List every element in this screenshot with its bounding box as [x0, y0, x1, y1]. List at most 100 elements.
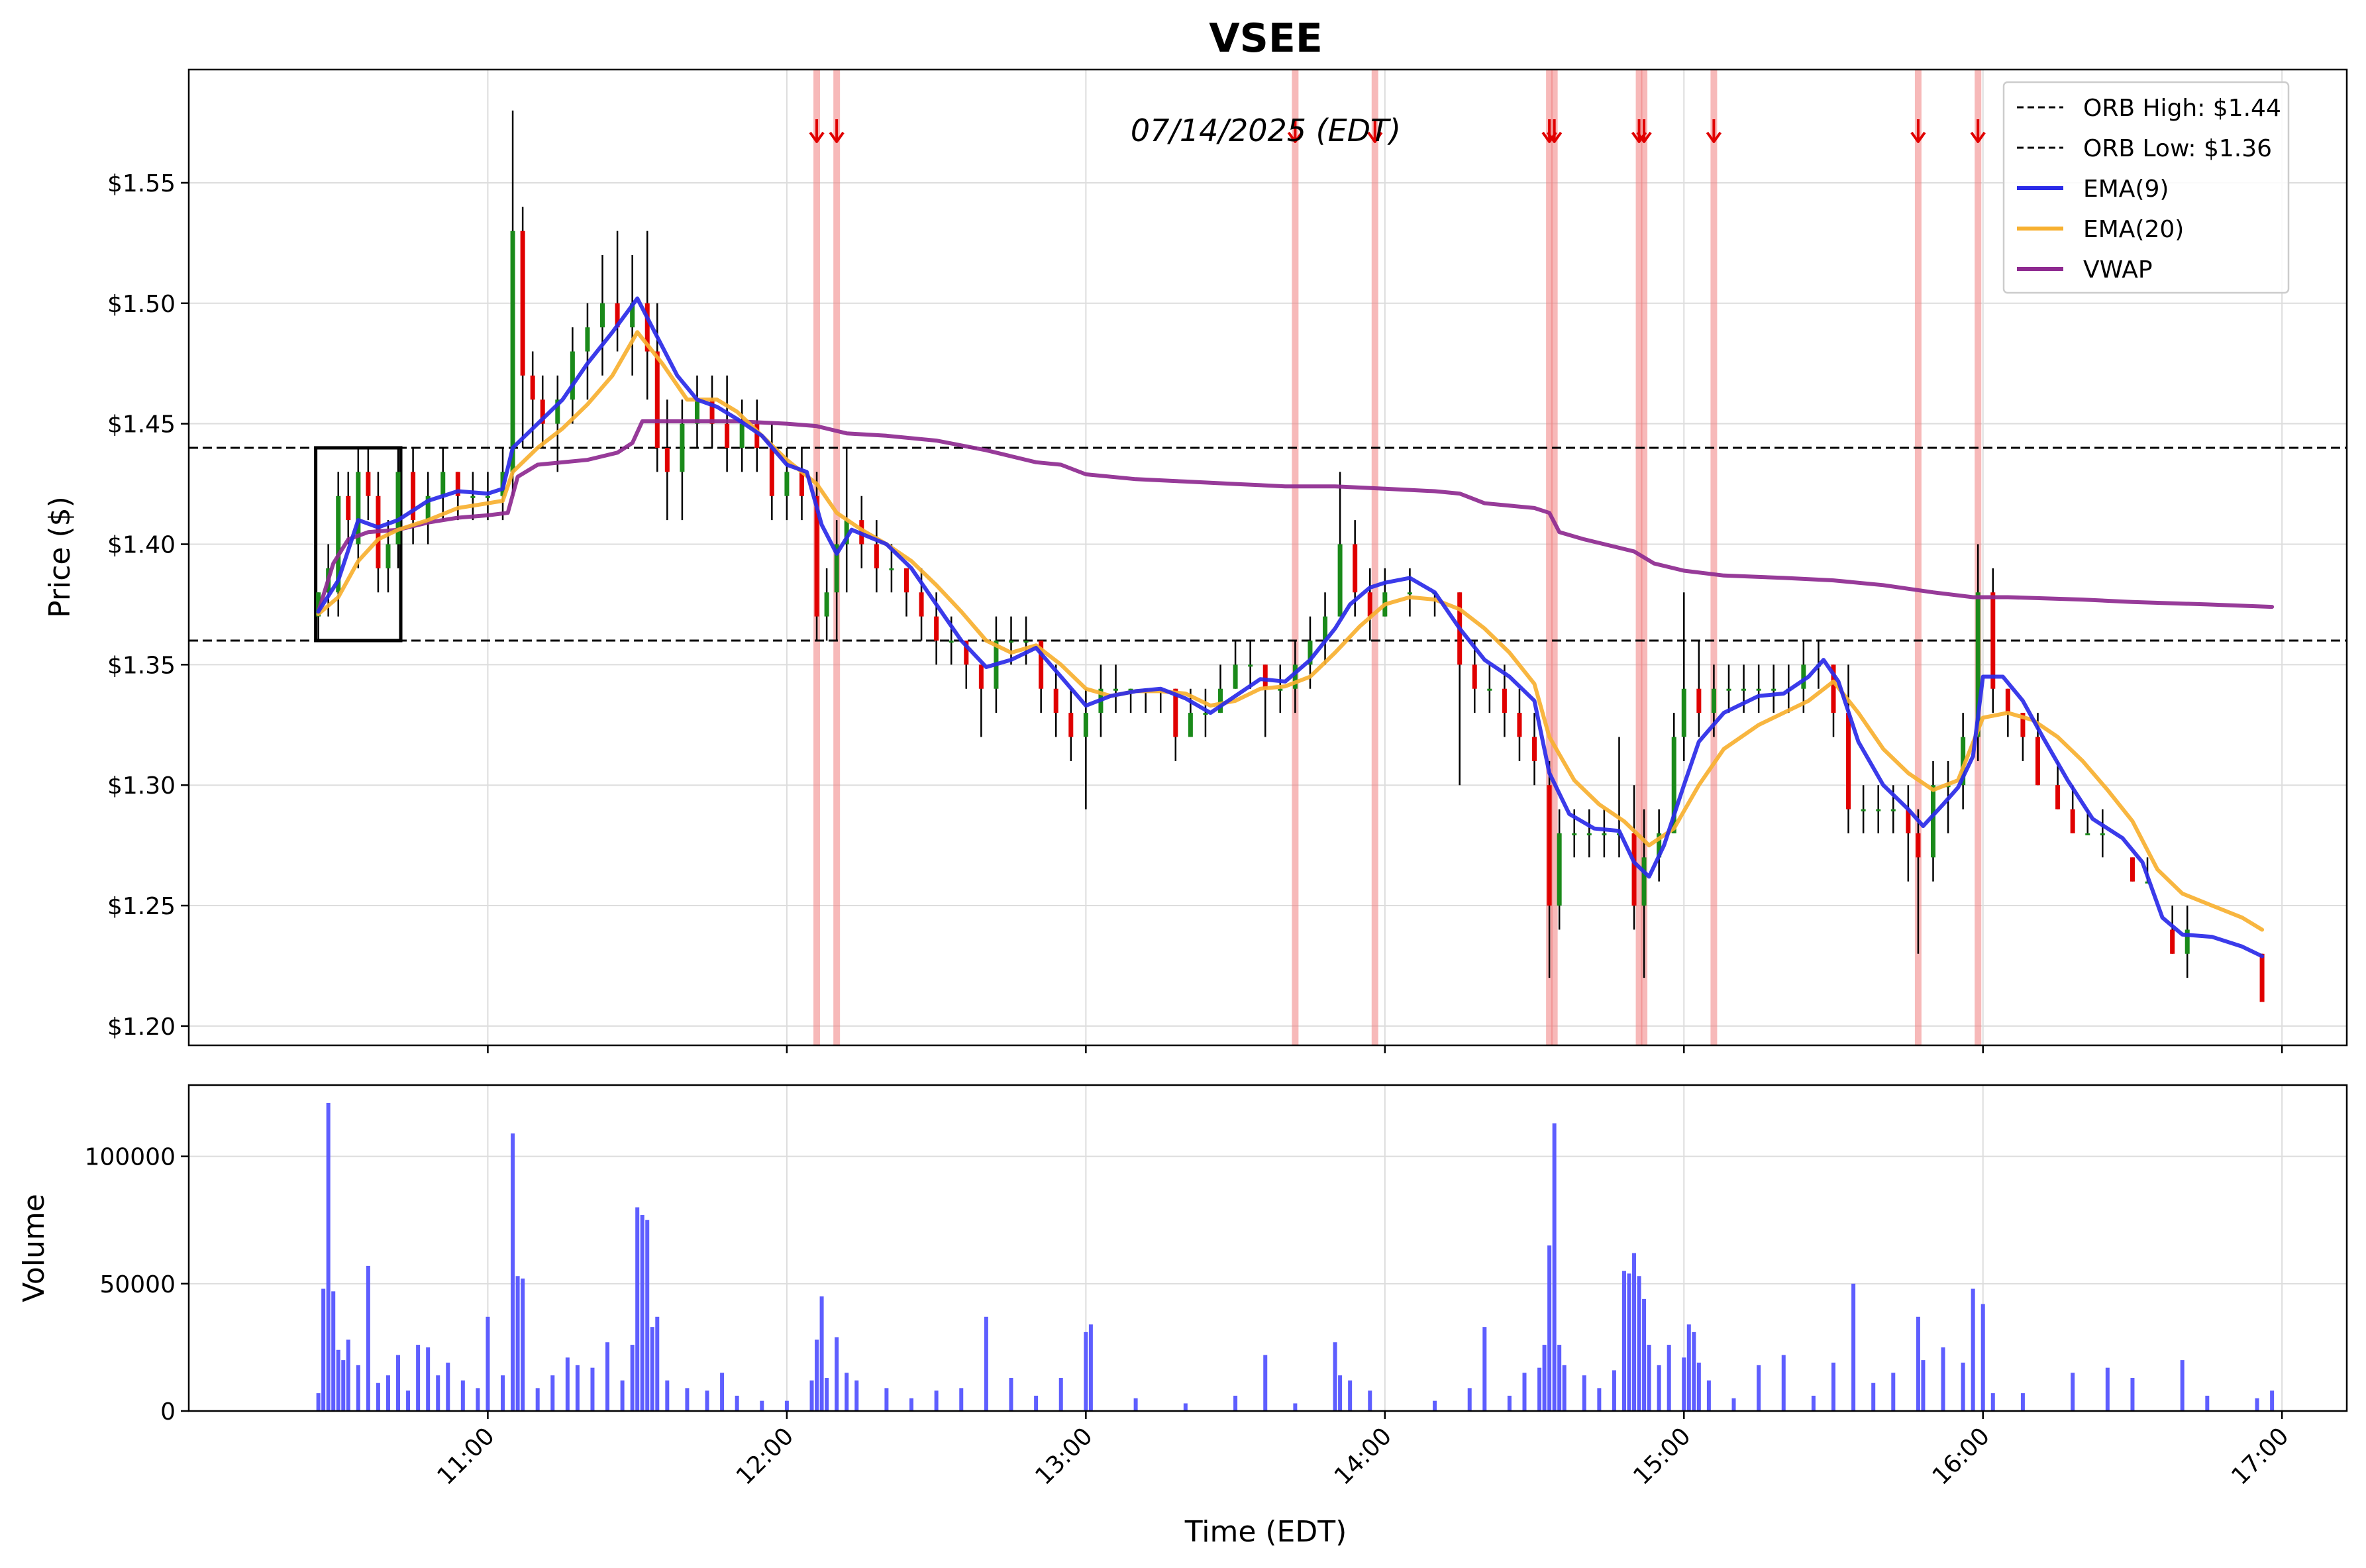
volume-bar	[819, 1296, 824, 1411]
signal-band	[1635, 70, 1643, 1045]
candle	[1547, 760, 1552, 978]
chart-title: VSEE	[1209, 15, 1323, 62]
volume-bar	[1921, 1360, 1926, 1411]
candle-body	[386, 544, 391, 568]
volume-ytick-label: 50000	[99, 1271, 176, 1298]
candle	[540, 375, 545, 448]
volume-bar	[1547, 1245, 1552, 1411]
volume-bar	[1941, 1347, 1945, 1411]
volume-bar	[515, 1276, 520, 1411]
volume-bar	[650, 1327, 654, 1411]
signal-arrow	[829, 119, 845, 143]
volume-bar	[1542, 1345, 1547, 1411]
candle	[346, 472, 351, 545]
volume-bar	[2130, 1378, 2135, 1411]
volume-bar	[854, 1380, 859, 1411]
legend-box	[2002, 81, 2290, 294]
candle-body	[455, 472, 460, 496]
volume-bar	[1263, 1355, 1268, 1411]
candle	[874, 520, 879, 593]
ema9-line	[316, 296, 2265, 959]
candle-body	[1726, 688, 1731, 691]
volume-bar	[1009, 1378, 1013, 1411]
candle	[1009, 616, 1014, 665]
candle	[1990, 568, 1996, 713]
volume-bar	[1627, 1273, 1631, 1411]
volume-bar	[1696, 1362, 1701, 1411]
candle-body	[1771, 688, 1776, 691]
candle-body	[2259, 953, 2265, 1002]
candle	[903, 568, 909, 617]
volume-bar	[1088, 1324, 1093, 1411]
volume-bar	[959, 1388, 964, 1411]
volume-bar	[1667, 1345, 1671, 1411]
candle-body	[630, 303, 635, 328]
candle	[455, 472, 460, 521]
candle	[395, 448, 401, 568]
candle-body	[1353, 544, 1358, 593]
volume-bar	[1811, 1395, 1816, 1411]
volume-bar	[760, 1400, 764, 1411]
signal-band	[1371, 70, 1378, 1045]
candle-body	[440, 472, 446, 496]
candle	[1861, 785, 1866, 833]
candle-body	[739, 423, 745, 448]
legend-label: EMA(20)	[2083, 216, 2184, 243]
volume-bar	[1831, 1362, 1836, 1411]
candle-body	[680, 423, 685, 472]
candle-body	[1203, 713, 1208, 715]
candle	[2259, 953, 2265, 1002]
volume-bar	[984, 1316, 988, 1411]
volume-bar	[460, 1380, 465, 1411]
candle	[2100, 809, 2105, 858]
volume-bar	[645, 1220, 650, 1411]
candle-body	[1741, 688, 1747, 691]
volume-bar	[1706, 1380, 1711, 1411]
candle-body	[949, 640, 954, 643]
volume-bar	[550, 1375, 555, 1411]
candle-body	[2130, 857, 2135, 882]
volume-bar	[1084, 1332, 1088, 1411]
candle	[600, 255, 605, 376]
candle-body	[1756, 688, 1761, 691]
volume-bars	[316, 1102, 2275, 1411]
candle-body	[2055, 785, 2061, 810]
volume-ytick-label: 100000	[85, 1144, 176, 1171]
candle-body	[654, 351, 660, 448]
candle-body	[1009, 640, 1014, 643]
signal-arrow	[1547, 119, 1563, 143]
candle	[1916, 809, 1921, 954]
candle	[356, 448, 361, 568]
volume-bar	[590, 1367, 595, 1411]
candle	[1876, 785, 1881, 833]
legend-label: EMA(9)	[2083, 176, 2169, 203]
signal-arrow-head	[1287, 131, 1304, 143]
signal-arrow-head	[1547, 131, 1563, 143]
candle-body	[834, 544, 839, 593]
price-y-axis-label: Price ($)	[43, 496, 77, 618]
volume-bar	[396, 1355, 401, 1411]
legend: ORB High: $1.44 ORB Low: $1.36 EMA(9) EMA(2…	[2002, 81, 2290, 294]
volume-bar	[635, 1207, 640, 1411]
price-ytick-label: $1.35	[107, 652, 176, 679]
candle-body	[1906, 809, 1911, 833]
volume-bar	[535, 1388, 540, 1411]
candle-body	[555, 399, 560, 424]
candle	[1532, 713, 1537, 786]
candle-body	[485, 496, 490, 498]
candle-body	[2145, 881, 2150, 884]
volume-bar	[1980, 1304, 1985, 1411]
candle-body	[694, 399, 699, 424]
candle-body	[1113, 688, 1119, 691]
volume-bar	[476, 1388, 480, 1411]
candle	[1696, 640, 1702, 737]
candle-body	[784, 472, 790, 496]
volume-bar	[1891, 1373, 1896, 1411]
candle-body	[1801, 664, 1806, 689]
volume-bar	[366, 1265, 370, 1411]
volume-bar	[2071, 1373, 2075, 1411]
candle	[978, 664, 984, 737]
candle-body	[1218, 688, 1223, 713]
candle-body	[1711, 688, 1716, 713]
